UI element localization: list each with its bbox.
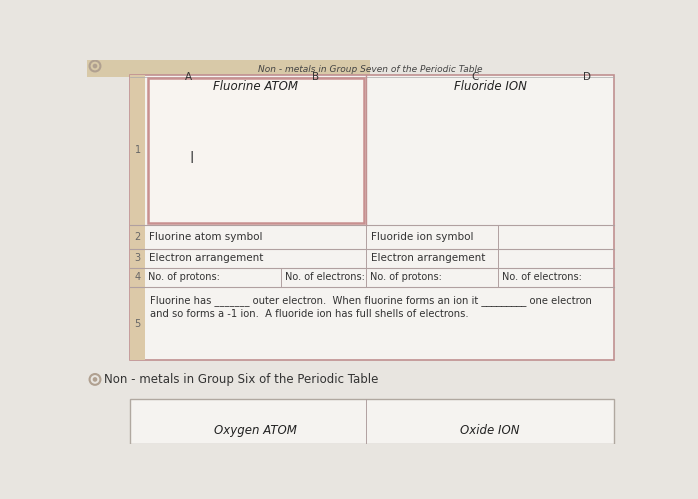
Text: No. of protons:: No. of protons: [149, 272, 221, 282]
Bar [148, 77, 364, 223]
Circle shape [93, 64, 97, 68]
Text: No. of electrons:: No. of electrons: [285, 272, 365, 282]
Text: Non - metals in Group Six of the Periodic Table: Non - metals in Group Six of the Periodi… [104, 373, 379, 386]
Bar [370, 60, 628, 77]
Circle shape [93, 377, 97, 382]
Bar [87, 60, 370, 77]
Text: Electron arrangement: Electron arrangement [149, 253, 264, 263]
Text: Non - metals in Group Seven of the Periodic Table: Non - metals in Group Seven of the Perio… [258, 64, 482, 73]
Text: Fluoride ION: Fluoride ION [454, 79, 527, 92]
Text: B: B [312, 72, 320, 82]
Text: 5: 5 [135, 318, 141, 329]
Text: Electron arrangement: Electron arrangement [371, 253, 485, 263]
Text: 1: 1 [135, 145, 141, 155]
Text: Oxide ION: Oxide ION [461, 424, 520, 437]
Text: 3: 3 [135, 253, 141, 263]
Text: Fluorine has _______ outer electron.  When fluorine forms an ion it _________ on: Fluorine has _______ outer electron. Whe… [150, 295, 592, 305]
Text: I: I [190, 151, 194, 166]
Bar [130, 75, 145, 360]
Text: A: A [184, 72, 191, 82]
Text: No. of electrons:: No. of electrons: [502, 272, 581, 282]
Text: Fluoride ion symbol: Fluoride ion symbol [371, 232, 473, 242]
Bar [130, 75, 614, 360]
Text: 2: 2 [135, 232, 141, 242]
Text: 4: 4 [135, 272, 141, 282]
Text: Fluorine atom symbol: Fluorine atom symbol [149, 232, 262, 242]
Bar [130, 399, 614, 444]
Text: C: C [471, 72, 478, 82]
Text: Oxygen ATOM: Oxygen ATOM [214, 424, 297, 437]
Text: and so forms a -1 ion.  A fluoride ion has full shells of electrons.: and so forms a -1 ion. A fluoride ion ha… [150, 308, 468, 318]
Text: No. of protons:: No. of protons: [370, 272, 442, 282]
Text: Fluorine ATOM: Fluorine ATOM [214, 79, 298, 92]
Text: D: D [583, 72, 591, 82]
